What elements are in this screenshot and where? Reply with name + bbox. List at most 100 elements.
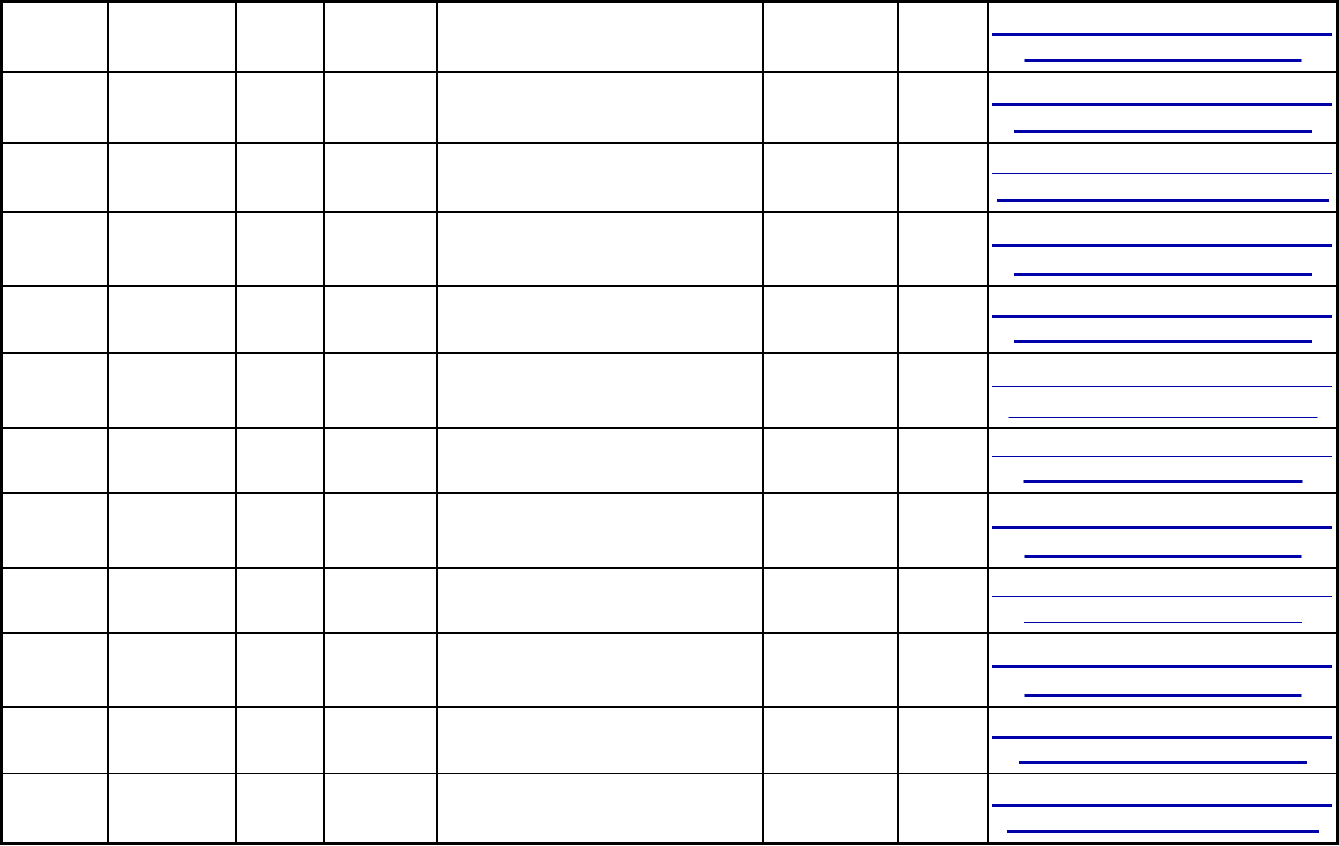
link-underline-top[interactable] (992, 736, 1332, 740)
link-underline-top[interactable] (992, 665, 1332, 669)
empty-cell (0, 566, 109, 634)
empty-cell (0, 631, 109, 708)
link-underline-top[interactable] (992, 32, 1332, 36)
link-underline-bottom[interactable] (1006, 830, 1319, 833)
link-underline-top[interactable] (992, 456, 1332, 458)
table-row (0, 491, 1339, 569)
link-underline-top[interactable] (992, 172, 1332, 174)
link-cell (987, 491, 1339, 569)
empty-cell (106, 210, 237, 287)
empty-cell (106, 631, 237, 708)
empty-cell (234, 351, 325, 429)
empty-cell (0, 705, 109, 774)
empty-cell (762, 491, 900, 569)
empty-cell (435, 705, 765, 774)
empty-cell (234, 70, 325, 144)
link-underline-bottom[interactable] (1023, 479, 1303, 483)
table-row (0, 210, 1339, 287)
empty-cell (897, 631, 990, 708)
link-cell (987, 426, 1339, 494)
empty-cell (435, 566, 765, 634)
link-underline-top[interactable] (992, 596, 1332, 598)
empty-cell (435, 491, 765, 569)
table-row (0, 351, 1339, 429)
empty-cell (0, 351, 109, 429)
empty-cell (106, 566, 237, 634)
table-row (0, 426, 1339, 494)
link-underline-bottom[interactable] (1024, 554, 1302, 558)
table-row (0, 773, 1339, 845)
empty-cell (322, 491, 438, 569)
link-underline-bottom[interactable] (1013, 272, 1312, 276)
table-row (0, 705, 1339, 774)
link-cell (987, 0, 1339, 73)
empty-cell (234, 566, 325, 634)
empty-cell (762, 284, 900, 354)
empty-cell (762, 566, 900, 634)
link-cell (987, 284, 1339, 354)
link-underline-top[interactable] (992, 244, 1332, 248)
empty-cell (435, 0, 765, 73)
empty-cell (897, 351, 990, 429)
table-row (0, 70, 1339, 144)
empty-cell (435, 141, 765, 213)
link-underline-bottom[interactable] (1024, 58, 1302, 62)
empty-cell (762, 426, 900, 494)
link-underline-top[interactable] (992, 803, 1332, 807)
link-underline-bottom[interactable] (1013, 129, 1312, 133)
empty-cell (897, 0, 990, 73)
table-row (0, 566, 1339, 634)
empty-cell (897, 141, 990, 213)
empty-cell (234, 426, 325, 494)
link-underline-top[interactable] (992, 385, 1332, 387)
link-underline-top[interactable] (992, 102, 1332, 106)
empty-cell (897, 705, 990, 774)
empty-cell (762, 773, 900, 845)
empty-cell (234, 210, 325, 287)
link-cell (987, 631, 1339, 708)
table-row (0, 141, 1339, 213)
empty-cell (762, 70, 900, 144)
link-cell (987, 705, 1339, 774)
empty-cell (0, 141, 109, 213)
empty-cell (435, 70, 765, 144)
empty-cell (234, 773, 325, 845)
link-underline-bottom[interactable] (1013, 339, 1312, 343)
link-cell (987, 210, 1339, 287)
table-row (0, 284, 1339, 354)
empty-cell (897, 566, 990, 634)
link-underline-top[interactable] (992, 315, 1332, 319)
link-cell (987, 70, 1339, 144)
empty-cell (762, 210, 900, 287)
link-underline-bottom[interactable] (1023, 621, 1302, 623)
empty-cell (435, 631, 765, 708)
link-underline-bottom[interactable] (1024, 693, 1302, 697)
empty-cell (0, 0, 109, 73)
link-underline-top[interactable] (992, 525, 1332, 529)
empty-cell (106, 141, 237, 213)
empty-cell (106, 705, 237, 774)
empty-cell (234, 491, 325, 569)
empty-cell (322, 631, 438, 708)
empty-cell (106, 0, 237, 73)
link-underline-bottom[interactable] (1018, 761, 1307, 764)
empty-cell (106, 773, 237, 845)
empty-cell (897, 70, 990, 144)
empty-cell (106, 351, 237, 429)
empty-cell (897, 210, 990, 287)
empty-cell (234, 141, 325, 213)
empty-cell (322, 141, 438, 213)
empty-cell (435, 210, 765, 287)
empty-cell (322, 351, 438, 429)
link-underline-bottom[interactable] (996, 198, 1329, 202)
link-underline-bottom[interactable] (1008, 416, 1318, 418)
empty-cell (322, 210, 438, 287)
empty-cell (897, 491, 990, 569)
empty-cell (0, 70, 109, 144)
empty-cell (435, 284, 765, 354)
empty-cell (106, 70, 237, 144)
link-cell (987, 141, 1339, 213)
empty-cell (322, 0, 438, 73)
empty-cell (0, 284, 109, 354)
